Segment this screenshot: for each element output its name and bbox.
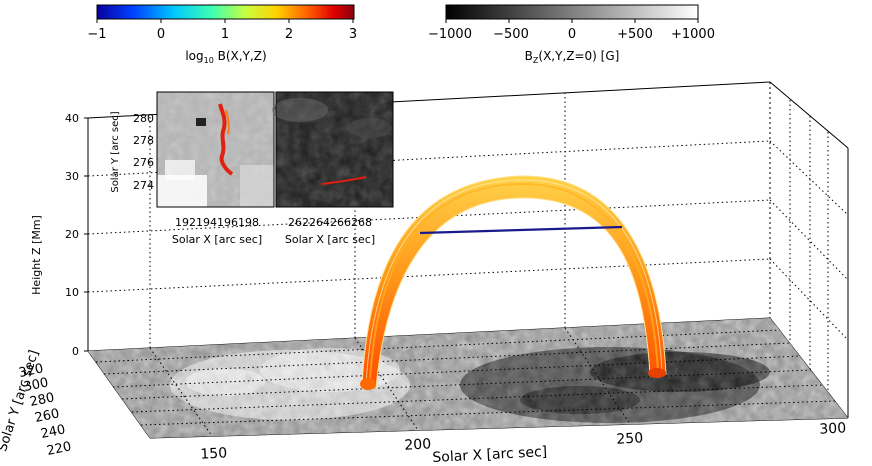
- loop-dip-line: [419, 225, 623, 235]
- inset-right-x-label: Solar X [arc sec]: [285, 233, 375, 246]
- colorbar-right-tick: +500: [617, 27, 653, 42]
- colorbar-right-label: BZ(X,Y,Z=0) [G]: [525, 49, 620, 65]
- colorbar-left-label-prefix: log: [185, 49, 203, 63]
- colorbar-left-tick: 2: [285, 27, 293, 42]
- colorbar-right-tick: −1000: [428, 27, 472, 42]
- colorbar-log-b: −1 0 1 2 3 log10 B(X,Y,Z): [87, 4, 357, 65]
- inset-left-y-tick: 278: [133, 134, 154, 147]
- inset-left: 280 278 276 274 Solar Y [arc sec] 192194…: [110, 91, 275, 246]
- inset-right: 262264266268 Solar X [arc sec]: [272, 91, 394, 246]
- y-tick: 240: [39, 422, 66, 442]
- y-tick: 220: [45, 439, 72, 459]
- colorbar-right-tick: +1000: [671, 27, 715, 42]
- colorbar-right-label-sub: Z: [533, 56, 539, 65]
- z-tick: 10: [65, 286, 79, 299]
- z-tick: 30: [65, 170, 79, 183]
- inset-left-y-label: Solar Y [arc sec]: [110, 111, 121, 192]
- y-tick: 320: [17, 361, 44, 381]
- z-axis-label: Height Z [Mm]: [30, 215, 43, 295]
- inset-left-y-tick: 280: [133, 112, 154, 125]
- inset-left-y-tick: 274: [133, 179, 154, 192]
- colorbar-left-tick: 0: [157, 27, 165, 42]
- colorbar-left-label-suffix: B(X,Y,Z): [214, 49, 267, 63]
- inset-right-x-ticks: 262264266268: [288, 216, 372, 229]
- x-tick: 300: [819, 420, 847, 437]
- colorbar-right-label-prefix: B: [525, 49, 533, 63]
- colorbar-bz: −1000 −500 0 +500 +1000 BZ(X,Y,Z=0) [G]: [428, 4, 715, 65]
- y-tick: 300: [22, 375, 49, 395]
- x-axis-label: Solar X [arc sec]: [432, 444, 548, 466]
- inset-left-x-label: Solar X [arc sec]: [172, 233, 262, 246]
- z-tick: 40: [65, 112, 79, 125]
- y-tick: 280: [28, 390, 55, 410]
- y-tick: 260: [33, 406, 60, 426]
- inset-left-x-ticks: 192194196198: [175, 216, 259, 229]
- z-axis: 0 10 20 30 40 Height Z [Mm]: [30, 112, 89, 358]
- x-tick: 250: [616, 430, 644, 447]
- x-axis: 150 200 250 300 Solar X [arc sec]: [200, 420, 847, 466]
- colorbar-left-tick: −1: [87, 27, 106, 42]
- floor-magnetogram: [88, 318, 848, 438]
- colorbar-left-label: log10 B(X,Y,Z): [185, 49, 266, 65]
- x-tick: 200: [404, 436, 432, 453]
- colorbar-left-tick: 3: [349, 27, 357, 42]
- colorbar-right-tick: −500: [493, 27, 529, 42]
- flux-rope-loop: [360, 175, 667, 390]
- y-axis: 220 240 260 280 300 320 Solar Y [arc sec…: [0, 348, 73, 459]
- z-tick: 0: [72, 345, 79, 358]
- inset-left-y-tick: 276: [133, 156, 154, 169]
- x-tick: 150: [200, 445, 228, 462]
- colorbar-right-label-suffix: (X,Y,Z=0) [G]: [538, 49, 619, 63]
- z-tick: 20: [65, 228, 79, 241]
- colorbar-left-tick: 1: [221, 27, 229, 42]
- colorbar-left-label-sub: 10: [204, 56, 214, 65]
- colorbar-right-tick: 0: [568, 27, 576, 42]
